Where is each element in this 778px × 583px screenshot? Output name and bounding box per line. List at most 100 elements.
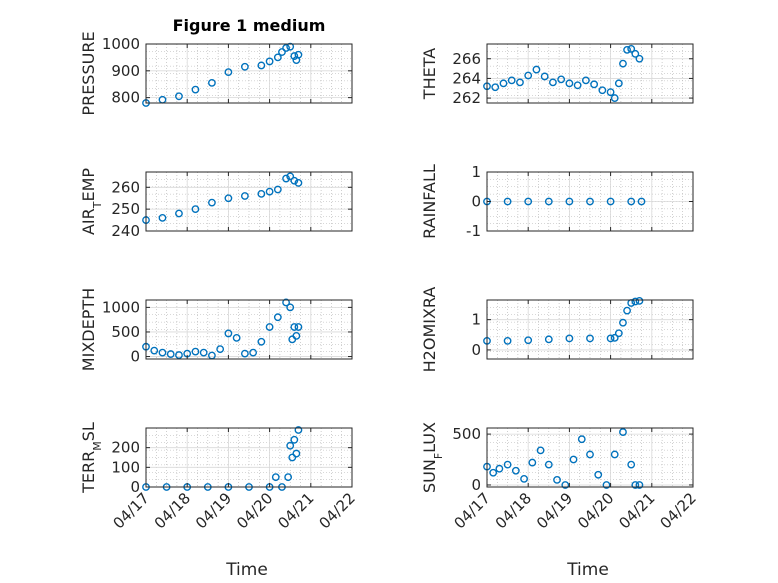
data-point	[191, 205, 200, 214]
data-point	[610, 333, 619, 342]
data-point	[606, 88, 615, 97]
data-point	[590, 80, 599, 89]
data-point	[294, 426, 303, 434]
data-point	[503, 336, 512, 345]
y-tick-label: 240	[111, 222, 140, 240]
y-tick-label: 100	[111, 458, 140, 476]
data-point	[627, 197, 636, 206]
data-point	[606, 197, 615, 206]
subplot-terr-msl: 010020004/1704/1804/1904/2004/2104/22TER…	[79, 422, 359, 580]
data-point	[175, 351, 183, 359]
axes-box	[145, 427, 353, 488]
data-point	[635, 297, 644, 305]
data-point	[623, 46, 631, 54]
data-point	[619, 428, 627, 436]
data-point	[273, 185, 282, 194]
data-point	[573, 81, 582, 90]
data-point	[282, 174, 290, 183]
data-point	[175, 92, 183, 101]
data-point	[240, 349, 249, 358]
data-point	[288, 453, 297, 462]
data-point	[158, 348, 167, 357]
axes-box	[145, 43, 353, 104]
x-tick-label: 04/18	[492, 489, 535, 532]
data-point	[561, 481, 570, 489]
data-point	[491, 83, 500, 92]
data-point	[544, 460, 553, 469]
y-axis-label: RAINFALL	[420, 164, 439, 239]
data-point	[610, 450, 619, 459]
data-point	[286, 42, 295, 51]
data-point	[249, 348, 258, 357]
data-point	[199, 348, 208, 357]
data-point	[294, 179, 303, 187]
data-point	[520, 474, 528, 483]
axes-box	[486, 299, 694, 360]
data-point	[553, 475, 561, 484]
y-tick-label: 264	[452, 69, 481, 87]
data-point	[606, 334, 615, 343]
data-point	[191, 85, 200, 94]
data-point	[544, 335, 553, 344]
y-axis-label: AIRTEMP	[79, 168, 104, 235]
data-point	[271, 473, 280, 482]
x-tick-label: 04/21	[615, 489, 658, 532]
x-tick-label: 04/20	[233, 489, 276, 532]
y-axis-label: PRESSURE	[79, 31, 98, 115]
data-point	[292, 331, 301, 340]
data-point	[286, 441, 295, 450]
data-point	[292, 449, 301, 458]
x-tick-label: 04/20	[574, 489, 617, 532]
data-point	[208, 78, 216, 87]
data-point	[627, 45, 636, 53]
data-point	[598, 86, 607, 95]
data-point	[175, 209, 183, 218]
y-tick-label: 1	[471, 311, 481, 329]
data-point	[286, 303, 295, 312]
axes-box	[145, 171, 353, 232]
axes-box	[486, 427, 694, 488]
data-point	[586, 450, 594, 459]
data-point	[577, 435, 586, 444]
data-point	[294, 50, 303, 59]
data-point	[150, 346, 159, 355]
y-axis-label: TERRMSL	[79, 422, 104, 494]
y-tick-label: -1	[466, 222, 481, 240]
y-tick-label: 1000	[102, 35, 140, 53]
data-point	[265, 57, 274, 66]
data-point	[224, 194, 233, 203]
data-point	[503, 197, 512, 206]
data-point	[224, 68, 233, 77]
data-point	[282, 298, 290, 307]
x-tick-label: 04/17	[451, 489, 494, 532]
data-point	[273, 313, 282, 322]
data-point	[240, 192, 249, 200]
axes-box	[145, 299, 353, 360]
data-point	[516, 78, 524, 87]
data-point	[290, 176, 299, 185]
data-point	[536, 446, 545, 455]
x-tick-label: 04/22	[657, 489, 700, 532]
data-point	[565, 79, 574, 88]
data-point	[290, 323, 299, 331]
y-tick-label: 0	[471, 193, 481, 211]
data-point	[265, 323, 274, 331]
data-point	[627, 460, 636, 469]
x-axis-label: Time	[566, 560, 609, 580]
y-tick-label: 500	[452, 425, 481, 443]
data-point	[623, 306, 631, 315]
y-axis-label: SUNFLUX	[420, 422, 445, 493]
x-tick-label: 04/18	[151, 489, 194, 532]
data-point	[549, 78, 557, 87]
figure-title: Figure 1 medium	[173, 16, 326, 35]
axes-box	[486, 43, 694, 104]
x-tick-label: 04/19	[192, 489, 235, 532]
data-point	[290, 435, 299, 444]
data-point	[273, 53, 282, 62]
data-point	[619, 59, 627, 68]
data-point	[284, 473, 293, 482]
data-point	[286, 172, 295, 181]
data-point	[216, 345, 225, 354]
